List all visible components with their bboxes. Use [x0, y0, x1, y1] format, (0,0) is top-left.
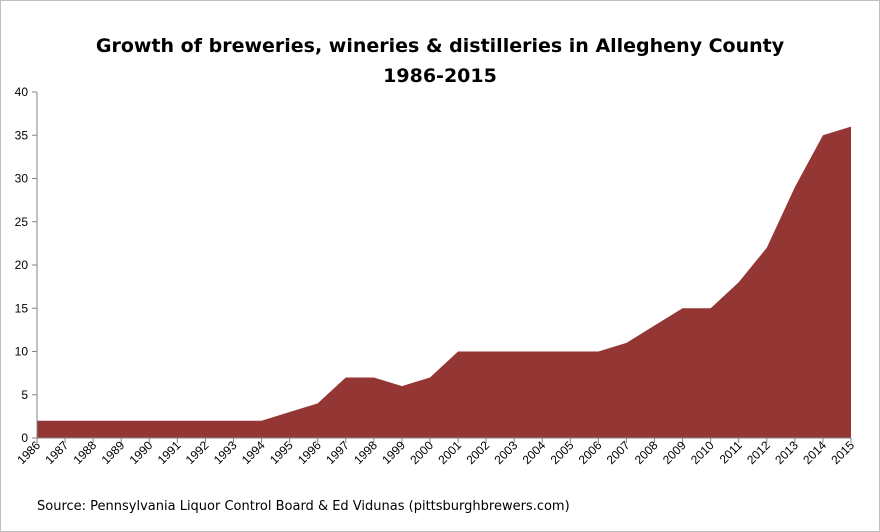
y-tick-label: 35: [15, 128, 29, 142]
x-tick-label: 1998: [351, 438, 380, 467]
source-note: Source: Pennsylvania Liquor Control Boar…: [37, 499, 570, 514]
x-tick-label: 2009: [660, 438, 689, 467]
x-tick-label: 1986: [14, 438, 43, 467]
x-tick-label: 1993: [211, 438, 240, 467]
x-tick-label: 2013: [772, 438, 801, 467]
x-tick-label: 2003: [492, 438, 521, 467]
y-tick-label: 20: [15, 258, 29, 272]
x-tick-label: 1995: [267, 438, 296, 467]
y-tick-label: 25: [15, 215, 29, 229]
x-tick-label: 2000: [407, 438, 436, 467]
x-tick-label: 2005: [548, 438, 577, 467]
chart-title-main: Growth of breweries, wineries & distille…: [95, 35, 785, 57]
x-tick-label: 1997: [323, 438, 352, 467]
x-tick-label: 2002: [463, 438, 492, 467]
x-tick-label: 1988: [70, 438, 99, 467]
x-tick-label: 2014: [800, 438, 829, 467]
y-tick-label: 15: [15, 301, 29, 315]
x-tick-label: 2004: [520, 438, 549, 467]
x-tick-label: 1999: [379, 438, 408, 467]
chart-subtitle: 1986-2015: [383, 65, 497, 87]
y-tick-label: 30: [15, 172, 29, 186]
x-tick-label: 2011: [717, 438, 745, 466]
x-tick-label: 2006: [576, 438, 605, 467]
x-tick-label: 2012: [744, 438, 773, 467]
area-series: [37, 126, 851, 438]
x-tick-label: 1992: [183, 438, 212, 467]
x-tick-label: 2001: [435, 438, 464, 467]
y-tick-label: 40: [15, 85, 29, 99]
x-tick-label: 2007: [604, 438, 633, 467]
x-tick-label: 1991: [155, 438, 184, 467]
x-tick-label: 1987: [42, 438, 71, 467]
x-tick-label: 2008: [632, 438, 661, 467]
x-tick-label: 1990: [127, 438, 156, 467]
y-tick-label: 5: [21, 388, 28, 402]
x-tick-label: 1994: [239, 438, 268, 467]
x-tick-label: 2015: [828, 438, 857, 467]
y-tick-label: 0: [21, 431, 28, 445]
chart-title: Growth of breweries, wineries & distille…: [1, 31, 879, 91]
y-tick-label: 10: [15, 345, 29, 359]
x-tick-label: 2010: [688, 438, 717, 467]
x-tick-label: 1996: [295, 438, 324, 467]
x-tick-label: 1989: [99, 438, 128, 467]
